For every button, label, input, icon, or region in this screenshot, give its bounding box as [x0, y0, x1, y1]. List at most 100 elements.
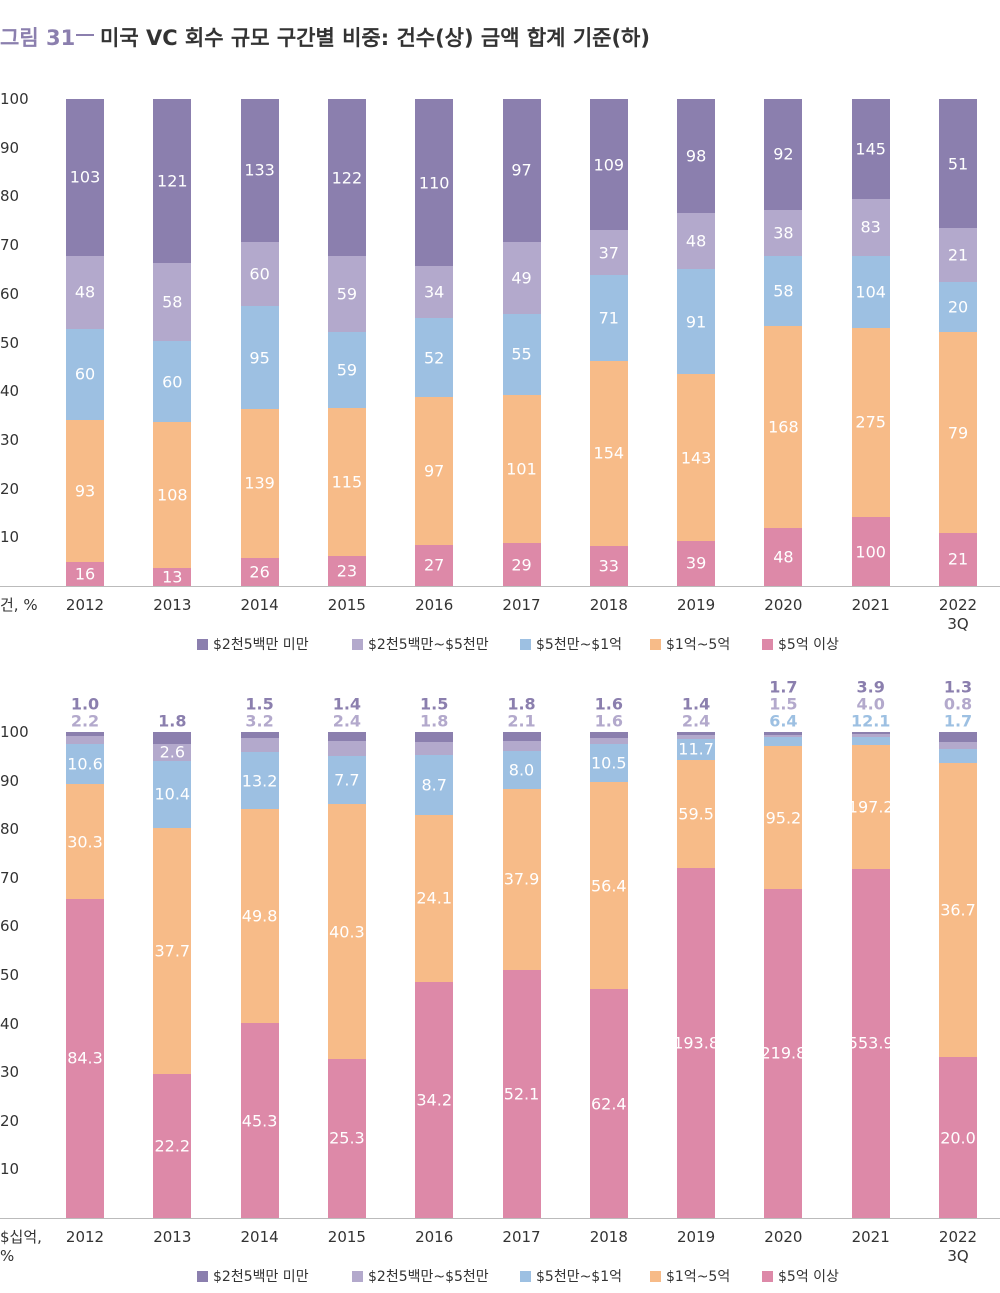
bar-segment: [851, 198, 890, 257]
bar-segment: [153, 1073, 192, 1218]
bar-segment: [415, 981, 454, 1218]
data-label: 7.7: [334, 770, 360, 790]
bar-segment: [327, 1058, 366, 1218]
data-label: 3.2: [245, 711, 274, 731]
data-label: 21: [947, 549, 969, 569]
bar-segment: [939, 332, 977, 533]
data-label: 59: [336, 360, 358, 380]
y-tick-label: 70: [0, 868, 20, 887]
bar-segment: [415, 318, 454, 398]
bar-segment: [939, 742, 977, 749]
data-label: 29: [511, 555, 532, 575]
x-tick-label: 2020: [764, 1228, 803, 1246]
data-label: 45.3: [241, 1111, 278, 1131]
x-tick-label: 2019: [677, 1228, 716, 1246]
bar-segment: [939, 281, 977, 333]
data-label: 52: [424, 348, 445, 368]
data-label: 27: [424, 555, 445, 575]
data-label: 97: [424, 461, 445, 481]
data-label: 104: [855, 282, 886, 302]
data-label: 60: [162, 372, 183, 392]
data-label: 3.9: [856, 677, 885, 697]
data-label: 95: [249, 348, 270, 368]
bar-segment: [66, 561, 104, 586]
x-tick-label: 2017: [502, 596, 541, 614]
data-label: 48: [74, 282, 96, 302]
data-label: 139: [244, 473, 275, 493]
x-tick-label: 2017: [502, 1228, 541, 1246]
bar-segment: [939, 99, 977, 229]
bar-segment: [939, 762, 977, 1058]
y-tick-label: 30: [0, 430, 20, 449]
bar-segment: [589, 360, 628, 547]
data-label: 1.5: [420, 694, 449, 714]
bar-segment: [240, 558, 279, 586]
y-tick-label: 50: [0, 333, 20, 352]
data-label: 1.5: [769, 694, 798, 714]
x-tick-label: 2020: [764, 596, 803, 614]
bar-segment: [764, 888, 803, 1218]
bar-segment: [327, 256, 366, 333]
bar-segment: [677, 212, 716, 269]
bar-segment: [240, 99, 279, 242]
data-label: 39: [685, 553, 707, 573]
bar-segment: [415, 732, 454, 743]
data-label: 10.5: [590, 753, 627, 773]
legend-item: $2천5백만~$5천만: [352, 634, 489, 654]
bar-segment: [764, 255, 803, 326]
bar-segment: [677, 268, 716, 375]
bar-segment: [589, 743, 628, 783]
data-label: 79: [947, 423, 969, 443]
legend-label: $2천5백만~$5천만: [368, 637, 489, 653]
data-label: 20.0: [940, 1128, 976, 1148]
data-label: 56.4: [590, 876, 627, 896]
data-label: 37.9: [503, 869, 540, 889]
data-label: 60: [249, 264, 270, 284]
legend-item: $5천만~$1억: [520, 1266, 622, 1286]
bar-segment: [502, 750, 541, 789]
bar-segment: [502, 732, 541, 741]
legend-label: $1억~5억: [666, 637, 731, 653]
bar-segment: [502, 788, 541, 970]
bar-segment: [589, 274, 628, 361]
bar-segment: [327, 332, 366, 409]
data-label: 26: [249, 562, 270, 582]
bar-segment: [589, 989, 628, 1218]
data-label: 12.1: [850, 711, 891, 731]
bar-segment: [764, 99, 803, 210]
legend-item: $2천5백만 미만: [197, 634, 309, 654]
y-tick-label: 20: [0, 479, 20, 498]
data-label: 10.6: [67, 754, 103, 774]
legend-label: $5천만~$1억: [536, 637, 622, 653]
bar-segment: [327, 755, 366, 805]
legend-label: $1억~5억: [666, 1269, 731, 1285]
data-label: 1.5: [245, 694, 274, 714]
bar-segment: [240, 738, 279, 753]
data-label: 13: [162, 567, 183, 587]
data-label: 71: [598, 308, 619, 328]
x-tick-label: 2014: [240, 1228, 279, 1246]
y-tick-label: 90: [0, 138, 20, 157]
data-label: 22.2: [154, 1136, 191, 1156]
data-label: 168: [768, 417, 799, 437]
data-label: 4.0: [856, 694, 885, 714]
data-label: 2.6: [159, 742, 186, 762]
bar-segment: [939, 732, 977, 743]
data-label: 193.8: [673, 1033, 719, 1053]
bar-segment: [240, 306, 279, 409]
bar-segment: [589, 230, 628, 275]
bar-segment: [589, 732, 628, 738]
bar-segment: [851, 256, 890, 328]
bar-segment: [66, 784, 104, 899]
y-tick-label: 40: [0, 1014, 20, 1033]
data-label: 59: [336, 284, 358, 304]
bar-segment: [502, 740, 541, 751]
y-tick-label: 100: [0, 723, 29, 741]
bar-segment: [589, 99, 628, 231]
data-label: 58: [162, 292, 183, 312]
bar-segment: [851, 744, 890, 869]
x-axis-line: [0, 586, 1000, 587]
bar-segment: [677, 99, 716, 213]
x-tick-label: 2021: [851, 1228, 890, 1246]
